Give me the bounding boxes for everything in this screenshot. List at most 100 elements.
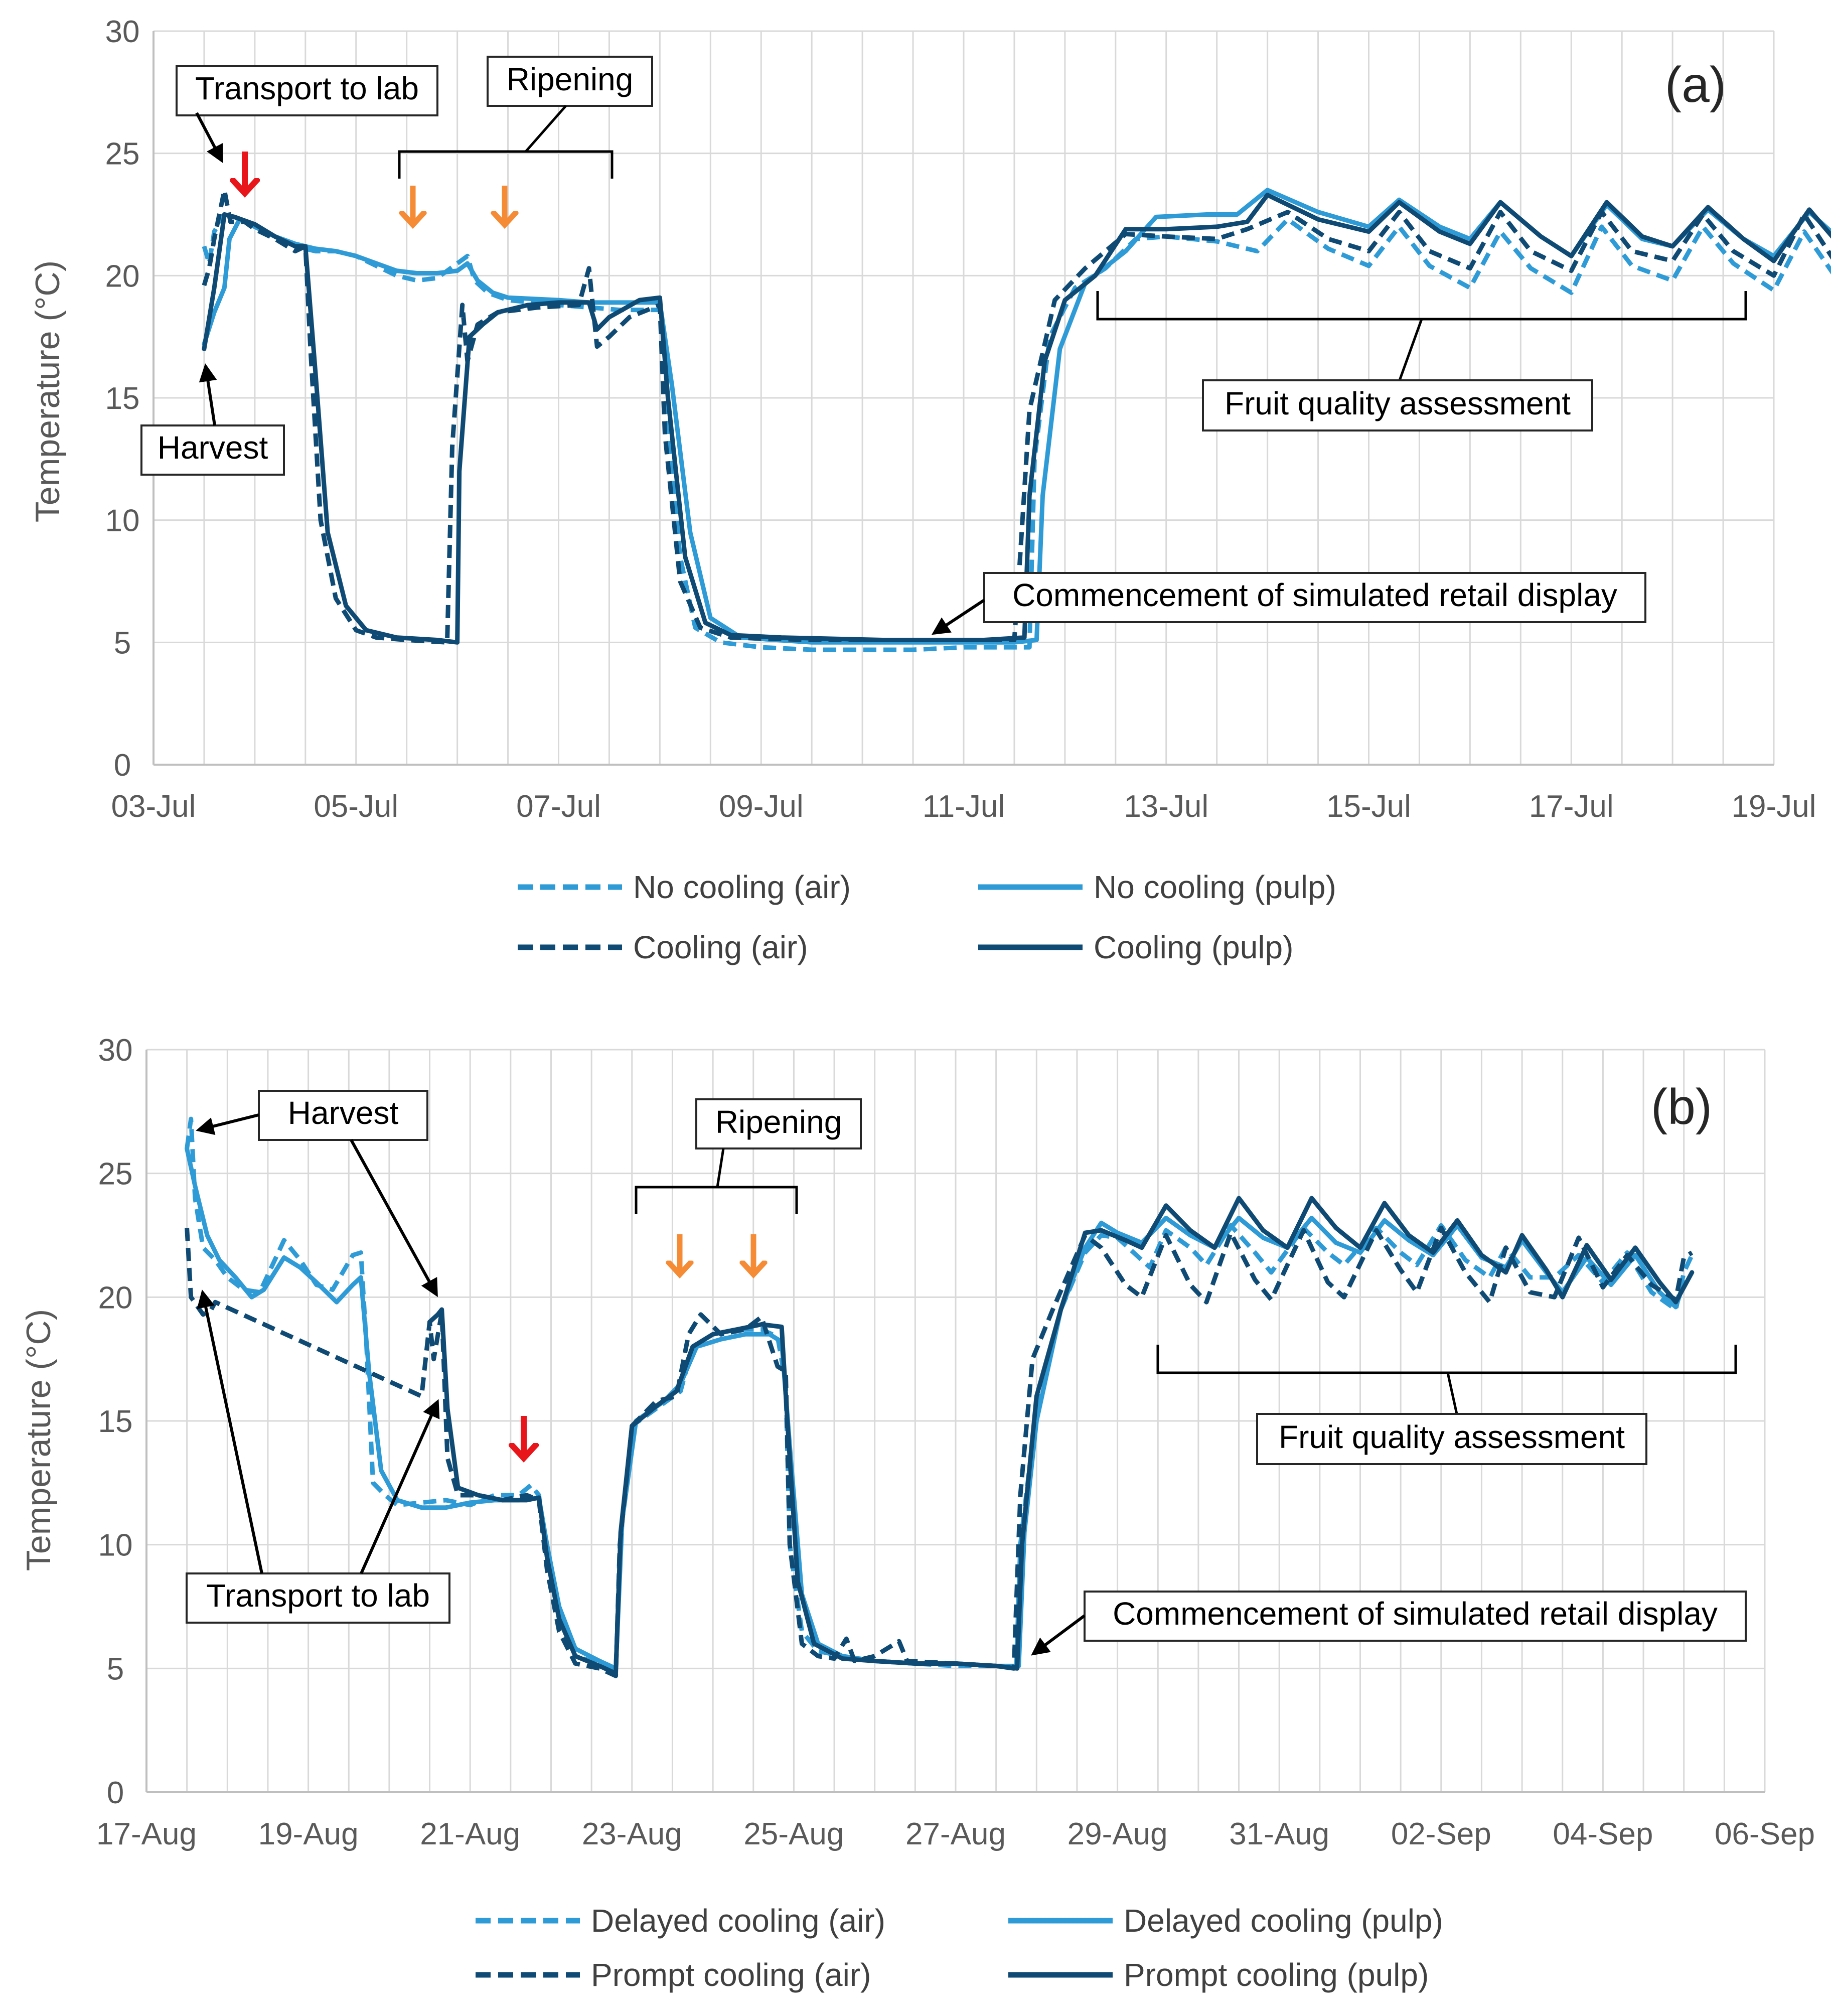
transport-arrow (197, 1289, 263, 1574)
panel-b-axes: 0 5 10 15 20 25 30 17-Aug 19-Aug 21-Aug 23-Aug 25-A… (96, 1033, 1815, 1851)
fruit-quality-leader (1446, 1372, 1458, 1414)
annotation-box (1256, 1413, 1647, 1465)
y-tick-label: 15 (105, 381, 140, 416)
y-tick-label: 30 (98, 1033, 133, 1068)
retail-arrow (931, 599, 985, 635)
x-tick-label: 29-Aug (1067, 1817, 1168, 1851)
y-tick-label: 25 (98, 1157, 133, 1192)
y-tick-label: 25 (105, 137, 140, 172)
retail-arrow (1031, 1614, 1086, 1656)
x-tick-label: 25-Aug (743, 1817, 844, 1851)
legend-item[interactable]: Delayed cooling (pulp) (1008, 1903, 1443, 1939)
annotation-harvest-text: Harvest (158, 429, 268, 466)
panel-a-chart: 0 5 10 15 20 25 30 03-Jul 05-Jul 07-Jul 09-Jul 11-J… (29, 15, 1831, 965)
annotation-ripening-text: Ripening (507, 61, 634, 97)
panel-b-annotation-retail: Commencement of simulated retail display (1031, 1591, 1747, 1656)
series-line-cooling-pulp (202, 193, 1831, 645)
y-tick-label: 0 (107, 1776, 124, 1810)
panel-a-series (202, 188, 1831, 652)
panel-a-annotation-harvest: Harvest (140, 363, 285, 476)
panel-b-label: (b) (1651, 1079, 1712, 1135)
panel-b-annotation-transport: Transport to lab (186, 1289, 450, 1624)
ripening-bracket (635, 1186, 798, 1214)
panel-a-y-axis-label: Temperature (°C) (29, 260, 67, 522)
y-tick-label: 10 (105, 504, 140, 538)
x-tick-label: 06-Sep (1715, 1817, 1815, 1851)
y-tick-label: 5 (114, 626, 131, 660)
panel-a-annotation-retail: Commencement of simulated retail display (931, 572, 1646, 635)
harvest-arrow (196, 1113, 259, 1135)
fruit-quality-leader (1398, 319, 1423, 381)
x-tick-label: 27-Aug (905, 1817, 1006, 1851)
annotation-box (695, 1098, 862, 1149)
legend-item[interactable]: Cooling (pulp) (978, 929, 1293, 965)
x-tick-label: 15-Jul (1326, 789, 1411, 824)
x-tick-label: 02-Sep (1391, 1817, 1491, 1851)
harvest-arrow (199, 363, 217, 426)
panel-b-annotation-ripening: Ripening (635, 1098, 862, 1274)
legend-label: Delayed cooling (pulp) (1124, 1903, 1443, 1939)
x-tick-label: 31-Aug (1229, 1817, 1329, 1851)
y-tick-label: 0 (114, 748, 131, 783)
annotation-retail-text: Commencement of simulated retail display (1113, 1596, 1718, 1632)
panel-a-legend: No cooling (air) No cooling (pulp) Cooli… (518, 869, 1336, 965)
panel-b-chart: 0 5 10 15 20 25 30 17-Aug 19-Aug 21-Aug 23-Aug 25-A… (20, 1033, 1815, 1993)
y-tick-label: 20 (105, 259, 140, 294)
legend-item[interactable]: Prompt cooling (pulp) (1008, 1957, 1429, 1993)
y-tick-label: 30 (105, 15, 140, 49)
ripening-leader (525, 105, 567, 153)
y-tick-label: 10 (98, 1528, 133, 1563)
y-tick-label: 15 (98, 1404, 133, 1439)
annotation-retail-text: Commencement of simulated retail display (1012, 577, 1617, 613)
y-tick-label: 5 (107, 1652, 124, 1686)
harvest-arrow (350, 1139, 438, 1298)
x-tick-label: 11-Jul (923, 789, 1005, 824)
panel-a-annotation-transport: Transport to lab (176, 65, 438, 164)
annotation-box (186, 1572, 450, 1624)
panel-b-series (185, 1116, 1695, 1678)
x-tick-label: 09-Jul (719, 789, 804, 824)
panel-a-annotation-fruit-quality: Fruit quality assessment (1096, 291, 1747, 431)
legend-item[interactable]: No cooling (pulp) (978, 869, 1336, 905)
legend-label: No cooling (pulp) (1094, 869, 1336, 905)
panel-a-label: (a) (1665, 57, 1726, 113)
panel-b-legend: Delayed cooling (air) Delayed cooling (p… (476, 1903, 1443, 1993)
panel-b-annotation-fruit-quality: Fruit quality assessment (1156, 1345, 1737, 1465)
legend-item[interactable]: Prompt cooling (air) (476, 1957, 871, 1993)
legend-item[interactable]: Cooling (air) (518, 929, 808, 965)
annotation-fruit-quality-text: Fruit quality assessment (1225, 385, 1571, 421)
fruit-quality-bracket (1156, 1345, 1737, 1374)
annotation-box (140, 424, 285, 476)
panel-b-annotation-harvest: Harvest (196, 1090, 438, 1298)
legend-label: Cooling (pulp) (1094, 929, 1293, 965)
x-tick-label: 04-Sep (1553, 1817, 1653, 1851)
annotation-transport-text: Transport to lab (195, 70, 419, 106)
legend-label: Prompt cooling (pulp) (1124, 1957, 1429, 1993)
x-tick-label: 13-Jul (1124, 789, 1208, 824)
legend-item[interactable]: No cooling (air) (518, 869, 851, 905)
annotation-box (176, 65, 438, 116)
x-tick-label: 03-Jul (111, 789, 196, 824)
legend-label: Delayed cooling (air) (591, 1903, 885, 1939)
legend-label: Cooling (air) (633, 929, 808, 965)
panel-a-annotation-ripening: Ripening (398, 56, 653, 225)
annotation-box (1202, 379, 1593, 431)
annotation-box (983, 572, 1646, 623)
annotation-harvest-text: Harvest (288, 1095, 399, 1131)
panel-a-axes: 0 5 10 15 20 25 30 03-Jul 05-Jul 07-Jul 09-Jul 11-J… (105, 15, 1816, 824)
series-line-cooling-air (202, 188, 1831, 645)
annotation-transport-text: Transport to lab (206, 1577, 430, 1614)
panel-b-y-axis-label: Temperature (°C) (20, 1309, 58, 1571)
x-tick-label: 21-Aug (420, 1817, 520, 1851)
transport-arrow (360, 1399, 440, 1574)
annotation-box (487, 56, 653, 107)
x-tick-label: 23-Aug (582, 1817, 682, 1851)
legend-item[interactable]: Delayed cooling (air) (476, 1903, 885, 1939)
x-tick-label: 19-Jul (1732, 789, 1816, 824)
series-line-prompt-cooling-pulp (427, 1196, 1695, 1676)
legend-label: Prompt cooling (air) (591, 1957, 871, 1993)
ripening-leader (716, 1148, 725, 1188)
x-tick-label: 17-Aug (96, 1817, 197, 1851)
series-line-delayed-cooling-pulp (185, 1146, 1687, 1671)
